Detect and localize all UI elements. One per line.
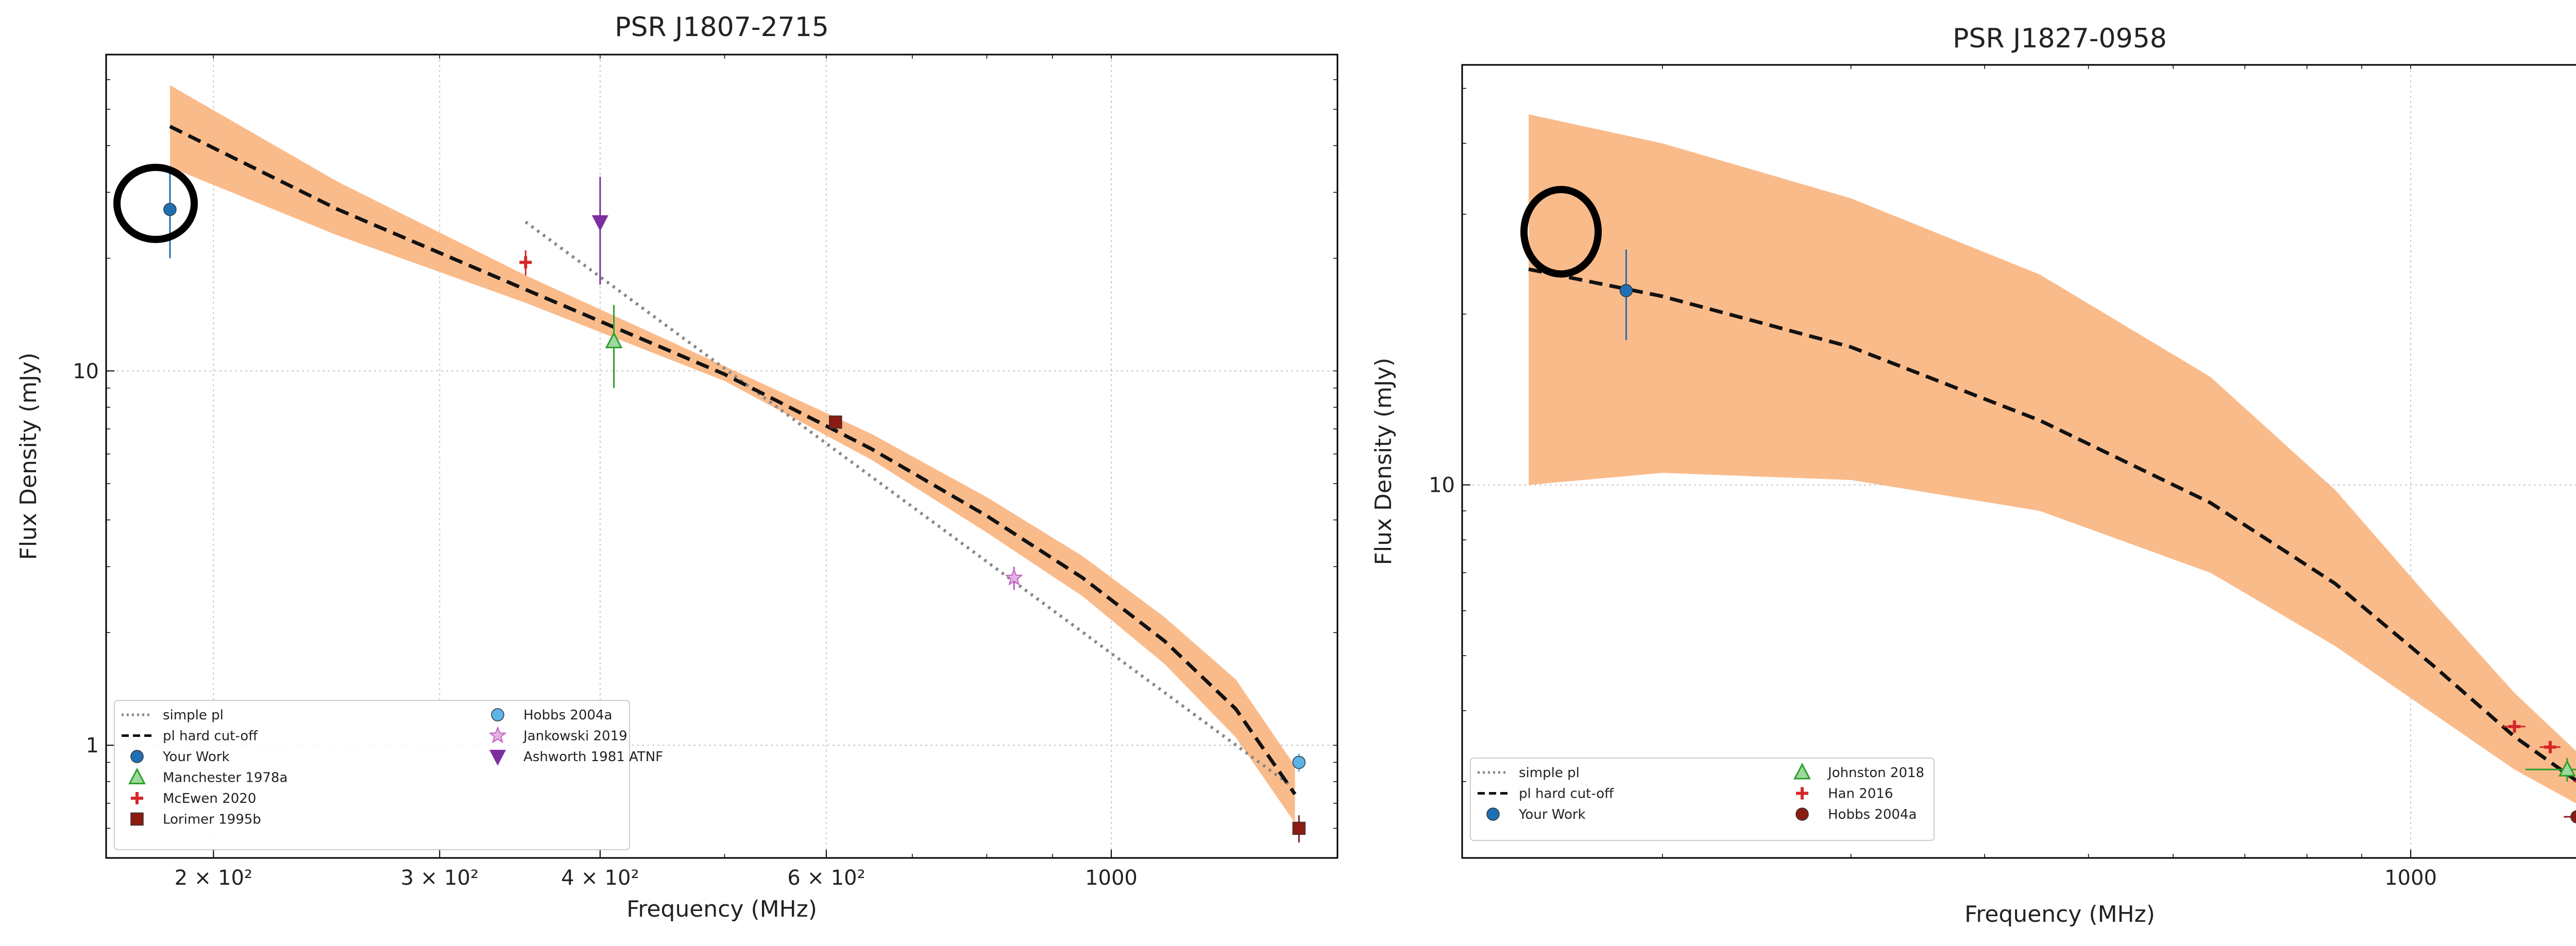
- legend-entry-manchester-1978a-label: Manchester 1978a: [163, 770, 287, 786]
- legend-entry-your-work-label: Your Work: [1518, 807, 1586, 822]
- chart-title: PSR J1827-0958: [1953, 23, 2167, 54]
- data-points-layer: [163, 171, 1306, 842]
- legend-entry-pl-hard-cut-off-label: pl hard cut-off: [1519, 786, 1614, 802]
- plot-frame: [105, 54, 1338, 859]
- x-tick-label: 3 × 10²: [401, 866, 479, 890]
- legend-entry-hobbs-2004a: Hobbs 2004a: [1795, 807, 1917, 822]
- legend-entry-simple-pl-label: simple pl: [1519, 765, 1580, 781]
- model-uncertainty-band: [1529, 114, 2576, 804]
- legend: simple pl pl hard cut-off Your Work Johnsto…: [1470, 758, 1935, 841]
- legend-entry-pl-hard-cut-off: pl hard cut-off: [122, 729, 258, 744]
- legend-entry-johnston-2018-label: Johnston 2018: [1827, 765, 1924, 781]
- axis-ticks: 1000 10: [1429, 65, 2437, 890]
- legend-entry-simple-pl-label: simple pl: [163, 708, 224, 723]
- legend-entry-johnston-2018: Johnston 2018: [1793, 763, 1924, 781]
- y-axis-label: Flux Density (mJy): [15, 353, 42, 560]
- x-tick-label: 4 × 10²: [561, 866, 639, 890]
- highlight-circle: [1520, 186, 1602, 278]
- legend-entry-pl-hard-cut-off: pl hard cut-off: [1478, 786, 1614, 802]
- data-point-jankowski-2019: [1005, 568, 1023, 586]
- legend-entry-simple-pl: simple pl: [1478, 765, 1580, 781]
- model-lines-layer: [1528, 267, 2576, 783]
- model-line-simple-pl: [524, 220, 1292, 787]
- legend-entry-hobbs-2004a: Hobbs 2004a: [491, 708, 612, 723]
- data-point-lorimer-1995b: [829, 415, 842, 429]
- model-uncertainty-band: [170, 85, 1295, 823]
- plot-frame: [1461, 64, 2576, 859]
- legend-entry-your-work: Your Work: [130, 749, 230, 765]
- data-point-hobbs-2004a: [2570, 810, 2576, 823]
- x-tick-label: 1000: [2384, 866, 2437, 890]
- legend-entry-lorimer-1995b: Lorimer 1995b: [130, 812, 261, 828]
- model-line-pl-hard-cut-off: [1528, 267, 2576, 783]
- legend-box: [1470, 758, 1935, 841]
- data-point-manchester-1978a: [605, 331, 623, 349]
- data-point-hobbs-2004a: [1292, 755, 1306, 769]
- legend-entry-mcewen-2020-swatch: [131, 792, 143, 804]
- legend-entry-jankowski-2019-label: Jankowski 2019: [522, 729, 628, 744]
- chart-title: PSR J1807-2715: [615, 12, 829, 43]
- legend-entry-jankowski-2019-swatch: [488, 726, 507, 744]
- y-tick-label: 1: [86, 734, 99, 758]
- highlight-circle: [113, 164, 198, 243]
- legend-entry-han-2016: Han 2016: [1796, 786, 1893, 802]
- data-point-ashworth-1981-atnf: [591, 215, 608, 231]
- legend-entry-simple-pl: simple pl: [122, 708, 224, 723]
- x-tick-label: 1000: [1085, 866, 1138, 890]
- data-point-your-work: [1619, 284, 1633, 298]
- y-axis-label: Flux Density (mJy): [1370, 358, 1397, 565]
- legend-entry-manchester-1978a: Manchester 1978a: [128, 767, 287, 786]
- model-line-pl-hard-cut-off: [169, 125, 1297, 796]
- legend-entry-johnston-2018-swatch: [1793, 763, 1811, 780]
- legend-entry-han-2016-swatch: [1796, 787, 1808, 800]
- y-tick-label: 10: [1429, 474, 1455, 497]
- model-lines-layer: [169, 125, 1297, 796]
- legend-entry-your-work-swatch: [130, 750, 144, 763]
- legend-entry-hobbs-2004a-label: Hobbs 2004a: [523, 708, 612, 723]
- axis-ticks: 2 × 10² 3 × 10² 4 × 10² 6 × 10² 1000 1 10: [73, 54, 1337, 890]
- legend-entry-pl-hard-cut-off-label: pl hard cut-off: [163, 729, 258, 744]
- legend-entry-lorimer-1995b-label: Lorimer 1995b: [163, 812, 261, 828]
- x-axis-label: Frequency (MHz): [1964, 901, 2155, 927]
- data-point-your-work: [163, 202, 177, 216]
- x-axis-label: Frequency (MHz): [626, 896, 817, 922]
- legend-entry-your-work-label: Your Work: [162, 749, 230, 765]
- legend-entry-hobbs-2004a-label: Hobbs 2004a: [1828, 807, 1917, 822]
- legend-entry-hobbs-2004a-swatch: [1795, 807, 1809, 821]
- x-tick-label: 6 × 10²: [787, 866, 865, 890]
- data-point-lorimer-1995b: [1292, 821, 1306, 835]
- legend-entry-manchester-1978a-swatch: [128, 767, 146, 784]
- model-band-layer: [1529, 114, 2576, 804]
- legend-entry-mcewen-2020: McEwen 2020: [131, 791, 256, 806]
- data-point-johnston-2018: [2558, 760, 2576, 777]
- legend-entry-ashworth-1981-atnf-swatch: [489, 750, 506, 766]
- legend-entry-hobbs-2004a-swatch: [491, 708, 504, 721]
- legend: simple pl pl hard cut-off Your Work Manches…: [114, 700, 663, 850]
- legend-entry-jankowski-2019: Jankowski 2019: [488, 726, 628, 744]
- legend-entry-ashworth-1981-atnf-label: Ashworth 1981 ATNF: [523, 749, 663, 765]
- y-tick-label: 10: [73, 359, 99, 383]
- x-tick-label: 2 × 10²: [175, 866, 252, 890]
- chart-panel-psr-j1807: PSR J1807-2715 2 × 10² 3 × 10² 4 × 10² 6 × …: [15, 12, 1338, 922]
- legend-entry-han-2016-label: Han 2016: [1828, 786, 1893, 802]
- data-point-han-2016: [2544, 741, 2556, 753]
- legend-entry-mcewen-2020-label: McEwen 2020: [163, 791, 256, 806]
- data-point-mcewen-2020: [519, 256, 532, 269]
- legend-entry-ashworth-1981-atnf: Ashworth 1981 ATNF: [489, 749, 663, 766]
- model-band-layer: [170, 85, 1295, 823]
- data-point-han-2016: [2508, 720, 2521, 733]
- legend-entry-lorimer-1995b-swatch: [130, 812, 144, 826]
- legend-entry-your-work: Your Work: [1486, 807, 1586, 822]
- legend-entry-your-work-swatch: [1486, 807, 1500, 821]
- chart-panel-psr-j1827: PSR J1827-0958 1000 10 Frequency (MHz) Fl…: [1370, 23, 2576, 927]
- data-points-layer: [1619, 249, 2576, 823]
